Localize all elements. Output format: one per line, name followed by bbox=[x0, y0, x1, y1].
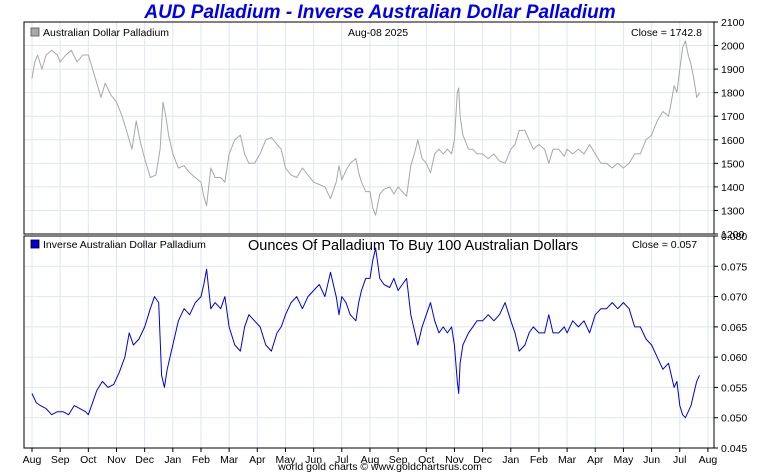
x-axis: Aug Sep Oct Nov Dec Jan Feb Mar Apr May Jun Jul Aug S… bbox=[23, 448, 718, 466]
y-tick-label: 1600 bbox=[721, 135, 745, 147]
x-tick-label: Dec bbox=[473, 454, 492, 466]
x-tick-label: Apr bbox=[587, 454, 604, 466]
x-tick-label: Jun bbox=[643, 454, 660, 466]
x-tick-label: Jun bbox=[305, 454, 322, 466]
y-tick-label: 0.055 bbox=[721, 382, 747, 394]
inverse-palladium-line bbox=[31, 247, 700, 419]
x-tick-label: Sep bbox=[51, 454, 70, 466]
y-tick-label: 0.060 bbox=[721, 352, 747, 364]
x-tick-label: Oct bbox=[80, 454, 96, 466]
x-tick-label: Sep bbox=[389, 454, 408, 466]
chart-title: AUD Palladium - Inverse Australian Dolla… bbox=[144, 2, 616, 23]
palladium-aud-line bbox=[31, 40, 700, 216]
y-tick-label: 0.065 bbox=[721, 322, 747, 334]
x-tick-label: Dec bbox=[135, 454, 154, 466]
y-tick-label: 1500 bbox=[721, 158, 745, 170]
top-close-label: Close = 1742.8 bbox=[631, 27, 702, 39]
x-tick-label: Apr bbox=[249, 454, 266, 466]
bottom-y-axis: 0.045 0.050 0.055 0.060 0.065 0.070 0.075 0.080 bbox=[714, 231, 747, 455]
y-tick-label: 1400 bbox=[721, 182, 745, 194]
y-tick-label: 0.050 bbox=[721, 413, 747, 425]
x-tick-label: Jul bbox=[335, 454, 348, 466]
y-tick-label: 1300 bbox=[721, 205, 745, 217]
bottom-panel-frame bbox=[23, 235, 715, 449]
y-tick-label: 1900 bbox=[721, 64, 745, 76]
bottom-close-label: Close = 0.057 bbox=[632, 239, 697, 251]
footer-credit: world gold charts © www.goldchartsrus.co… bbox=[278, 461, 482, 473]
x-tick-label: Jan bbox=[502, 454, 519, 466]
y-tick-label: 0.075 bbox=[721, 261, 747, 273]
x-tick-label: May bbox=[276, 454, 297, 466]
x-tick-label: Aug bbox=[699, 454, 718, 466]
y-tick-label: 0.045 bbox=[721, 443, 747, 455]
y-tick-label: 1800 bbox=[721, 88, 745, 100]
y-tick-label: 0.080 bbox=[721, 231, 747, 243]
top-series bbox=[31, 40, 700, 216]
top-y-axis: 1200 1300 1400 1500 1600 1700 1800 1900 2000 2100 bbox=[714, 17, 745, 241]
top-legend-swatch bbox=[30, 27, 40, 37]
bottom-series bbox=[31, 247, 700, 419]
y-tick-label: 1200 bbox=[721, 229, 745, 241]
top-legend-label: Australian Dollar Palladium bbox=[43, 27, 169, 39]
y-tick-label: 0.070 bbox=[721, 292, 747, 304]
x-tick-label: May bbox=[614, 454, 635, 466]
top-panel-frame bbox=[23, 21, 715, 235]
x-tick-label: Jul bbox=[673, 454, 686, 466]
x-tick-label: Jan bbox=[164, 454, 181, 466]
x-tick-label: Nov bbox=[107, 454, 126, 466]
date-label: Aug-08 2025 bbox=[348, 27, 408, 39]
x-tick-label: Aug bbox=[361, 454, 380, 466]
y-tick-label: 2000 bbox=[721, 41, 745, 53]
top-panel-grid bbox=[24, 21, 714, 235]
x-tick-label: Mar bbox=[220, 454, 239, 466]
x-tick-label: Oct bbox=[418, 454, 434, 466]
y-tick-label: 1700 bbox=[721, 111, 745, 123]
x-tick-label: Feb bbox=[530, 454, 548, 466]
bottom-legend-label: Inverse Australian Dollar Palladium bbox=[43, 239, 206, 251]
y-tick-label: 2100 bbox=[721, 17, 745, 29]
bottom-panel-grid bbox=[24, 235, 714, 449]
x-tick-label: Nov bbox=[445, 454, 464, 466]
bottom-legend-swatch bbox=[30, 239, 40, 249]
x-tick-label: Mar bbox=[558, 454, 577, 466]
x-tick-label: Aug bbox=[23, 454, 42, 466]
x-tick-label: Feb bbox=[192, 454, 210, 466]
bottom-subtitle: Ounces Of Palladium To Buy 100 Australia… bbox=[248, 238, 578, 254]
